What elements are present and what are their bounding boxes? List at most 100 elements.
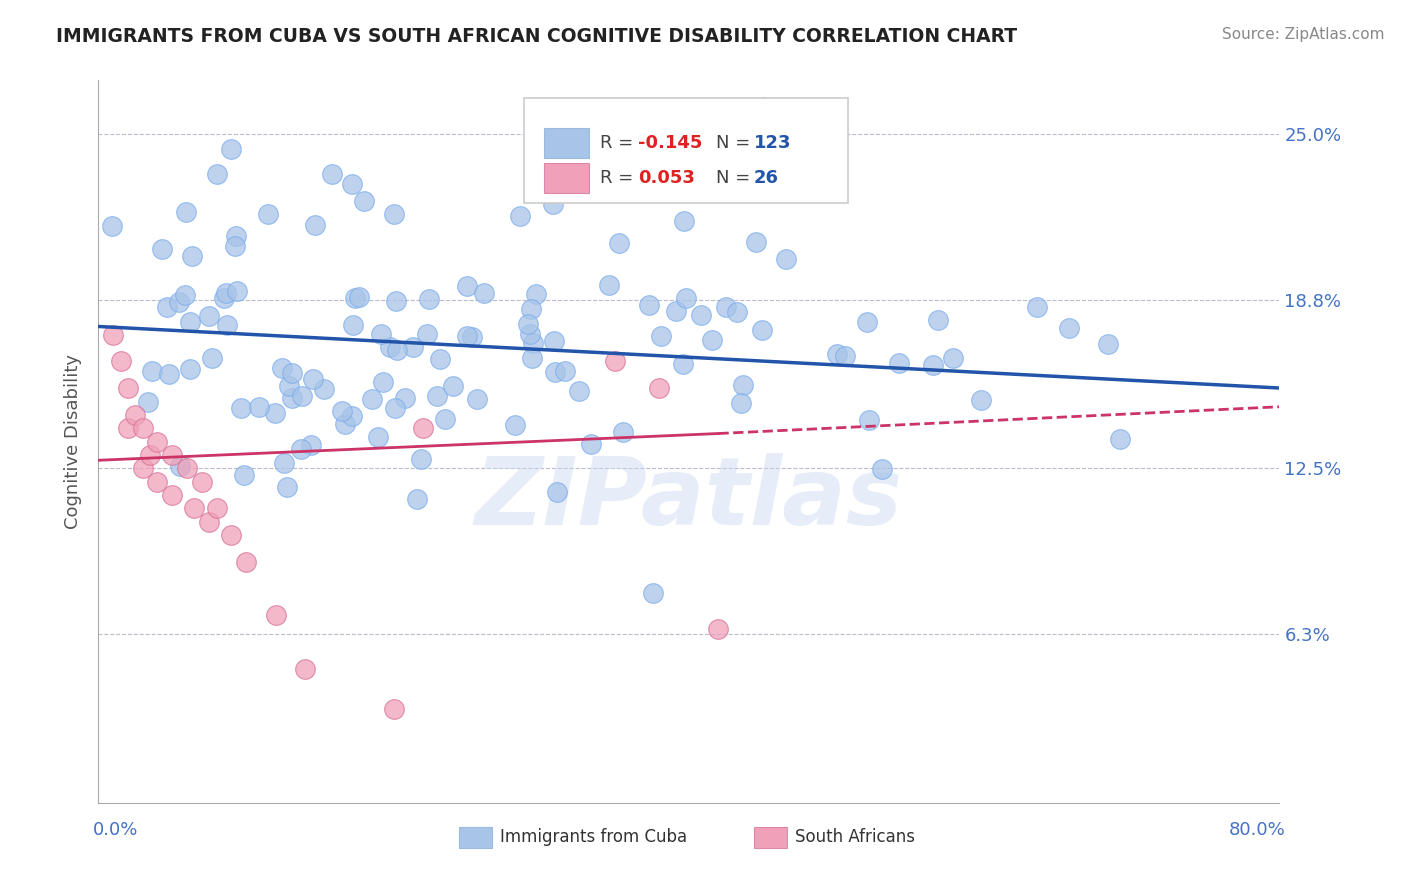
Point bbox=[138, 395, 160, 409]
FancyBboxPatch shape bbox=[754, 828, 787, 847]
FancyBboxPatch shape bbox=[458, 828, 492, 847]
Point bbox=[731, 378, 754, 392]
Point bbox=[520, 301, 543, 316]
Point bbox=[221, 142, 243, 156]
Point bbox=[382, 702, 405, 716]
Point bbox=[568, 384, 591, 398]
Text: 0.053: 0.053 bbox=[638, 169, 695, 187]
Point bbox=[264, 406, 287, 420]
Point bbox=[299, 438, 322, 452]
Point bbox=[281, 366, 304, 380]
Point bbox=[426, 389, 449, 403]
Point bbox=[631, 164, 654, 178]
Point bbox=[702, 334, 724, 348]
Point bbox=[1109, 432, 1132, 446]
Point bbox=[544, 365, 567, 379]
Point bbox=[380, 340, 402, 354]
Point bbox=[117, 421, 139, 435]
Point bbox=[775, 252, 797, 266]
Point bbox=[224, 239, 246, 253]
Text: 0.0%: 0.0% bbox=[93, 821, 138, 838]
Point bbox=[347, 290, 370, 304]
Point bbox=[278, 379, 301, 393]
Point bbox=[110, 354, 132, 368]
Point bbox=[612, 425, 634, 440]
Point bbox=[302, 372, 325, 386]
Point bbox=[146, 475, 169, 489]
Point bbox=[141, 364, 163, 378]
Point bbox=[858, 413, 880, 427]
Point bbox=[465, 392, 488, 407]
Point bbox=[385, 294, 408, 309]
Point bbox=[598, 277, 620, 292]
Point bbox=[672, 213, 695, 227]
Point bbox=[321, 167, 343, 181]
Point bbox=[157, 367, 180, 381]
Point bbox=[441, 378, 464, 392]
Point bbox=[294, 662, 316, 676]
Point bbox=[522, 335, 544, 350]
Point bbox=[132, 461, 155, 475]
Point bbox=[650, 329, 672, 343]
Point bbox=[456, 279, 478, 293]
Point bbox=[290, 442, 312, 456]
Point bbox=[340, 178, 363, 192]
Point bbox=[371, 375, 394, 389]
Point bbox=[150, 243, 173, 257]
Point bbox=[270, 360, 292, 375]
Point bbox=[384, 401, 406, 415]
Point bbox=[517, 317, 540, 331]
Point bbox=[169, 459, 191, 474]
Point bbox=[382, 207, 405, 221]
Point bbox=[343, 291, 366, 305]
Point bbox=[456, 329, 478, 343]
Point bbox=[1097, 336, 1119, 351]
Point bbox=[139, 448, 162, 462]
Point bbox=[402, 340, 425, 354]
Point bbox=[314, 382, 336, 396]
Text: R =: R = bbox=[600, 134, 640, 152]
Point bbox=[162, 488, 183, 502]
Point bbox=[233, 467, 256, 482]
Point bbox=[429, 352, 451, 367]
Point bbox=[183, 501, 205, 516]
Point bbox=[942, 351, 965, 365]
Text: 80.0%: 80.0% bbox=[1229, 821, 1285, 838]
Point bbox=[520, 351, 543, 365]
Point bbox=[554, 364, 576, 378]
Point bbox=[579, 437, 602, 451]
Text: -0.145: -0.145 bbox=[638, 134, 703, 152]
Point bbox=[191, 475, 214, 489]
Point bbox=[671, 357, 693, 371]
Point bbox=[200, 351, 222, 365]
Point bbox=[648, 381, 671, 395]
Point bbox=[235, 555, 257, 569]
Text: Immigrants from Cuba: Immigrants from Cuba bbox=[501, 829, 688, 847]
Text: 26: 26 bbox=[754, 169, 779, 187]
Point bbox=[280, 391, 302, 405]
Point bbox=[889, 356, 911, 370]
Point bbox=[418, 292, 440, 306]
Point bbox=[264, 608, 287, 623]
Point bbox=[675, 291, 697, 305]
Point bbox=[472, 285, 495, 300]
Point bbox=[162, 448, 183, 462]
Point bbox=[101, 219, 124, 233]
Point bbox=[247, 400, 270, 414]
Point bbox=[117, 381, 139, 395]
Point bbox=[167, 295, 190, 310]
Text: N =: N = bbox=[716, 134, 756, 152]
Point bbox=[330, 403, 353, 417]
Point bbox=[226, 285, 249, 299]
Point bbox=[970, 393, 993, 408]
Point bbox=[730, 396, 752, 410]
Point bbox=[174, 204, 197, 219]
Point bbox=[460, 329, 482, 343]
Point bbox=[353, 194, 375, 208]
Y-axis label: Cognitive Disability: Cognitive Disability bbox=[65, 354, 83, 529]
Point bbox=[176, 461, 198, 475]
Text: Source: ZipAtlas.com: Source: ZipAtlas.com bbox=[1222, 27, 1385, 42]
Point bbox=[503, 417, 526, 432]
Point bbox=[752, 100, 775, 114]
Text: N =: N = bbox=[716, 169, 756, 187]
